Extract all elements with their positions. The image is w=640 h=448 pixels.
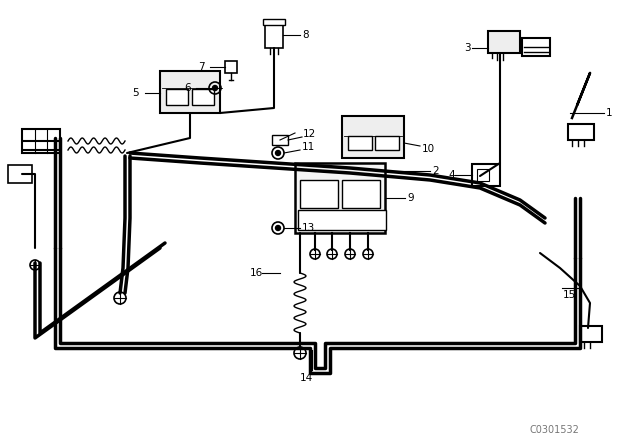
Text: 8: 8 — [302, 30, 308, 40]
Bar — [295, 163, 385, 233]
Bar — [22, 129, 60, 153]
Bar — [580, 326, 602, 342]
Text: 3: 3 — [464, 43, 470, 53]
Circle shape — [275, 151, 280, 155]
Bar — [192, 89, 214, 105]
Text: 13: 13 — [302, 223, 316, 233]
Bar — [298, 210, 386, 230]
Bar — [348, 136, 372, 150]
Bar — [225, 61, 237, 73]
Text: 6: 6 — [184, 83, 191, 93]
Text: 5: 5 — [132, 88, 139, 98]
Text: 1: 1 — [606, 108, 612, 118]
Bar — [375, 136, 399, 150]
Circle shape — [275, 225, 280, 231]
Bar — [342, 116, 404, 158]
Text: 11: 11 — [302, 142, 316, 152]
Circle shape — [212, 86, 218, 90]
Bar — [477, 169, 489, 181]
Text: 7: 7 — [198, 62, 205, 72]
Bar — [8, 165, 32, 183]
Bar — [488, 31, 520, 53]
Bar — [263, 19, 285, 25]
Bar — [472, 164, 500, 186]
Bar — [300, 180, 338, 208]
Text: 12: 12 — [303, 129, 316, 139]
Text: 15: 15 — [563, 290, 576, 300]
Text: 10: 10 — [422, 144, 435, 154]
Bar — [568, 124, 594, 140]
Text: C0301532: C0301532 — [530, 425, 580, 435]
Bar — [272, 135, 288, 145]
Text: 9: 9 — [407, 193, 413, 203]
Text: 2: 2 — [432, 166, 438, 176]
Bar — [522, 38, 550, 56]
Bar — [160, 71, 220, 113]
Text: 14: 14 — [300, 373, 312, 383]
Text: 4: 4 — [448, 170, 454, 180]
Bar — [342, 180, 380, 208]
Bar — [166, 89, 188, 105]
Text: 16: 16 — [250, 268, 263, 278]
Bar — [265, 22, 283, 48]
